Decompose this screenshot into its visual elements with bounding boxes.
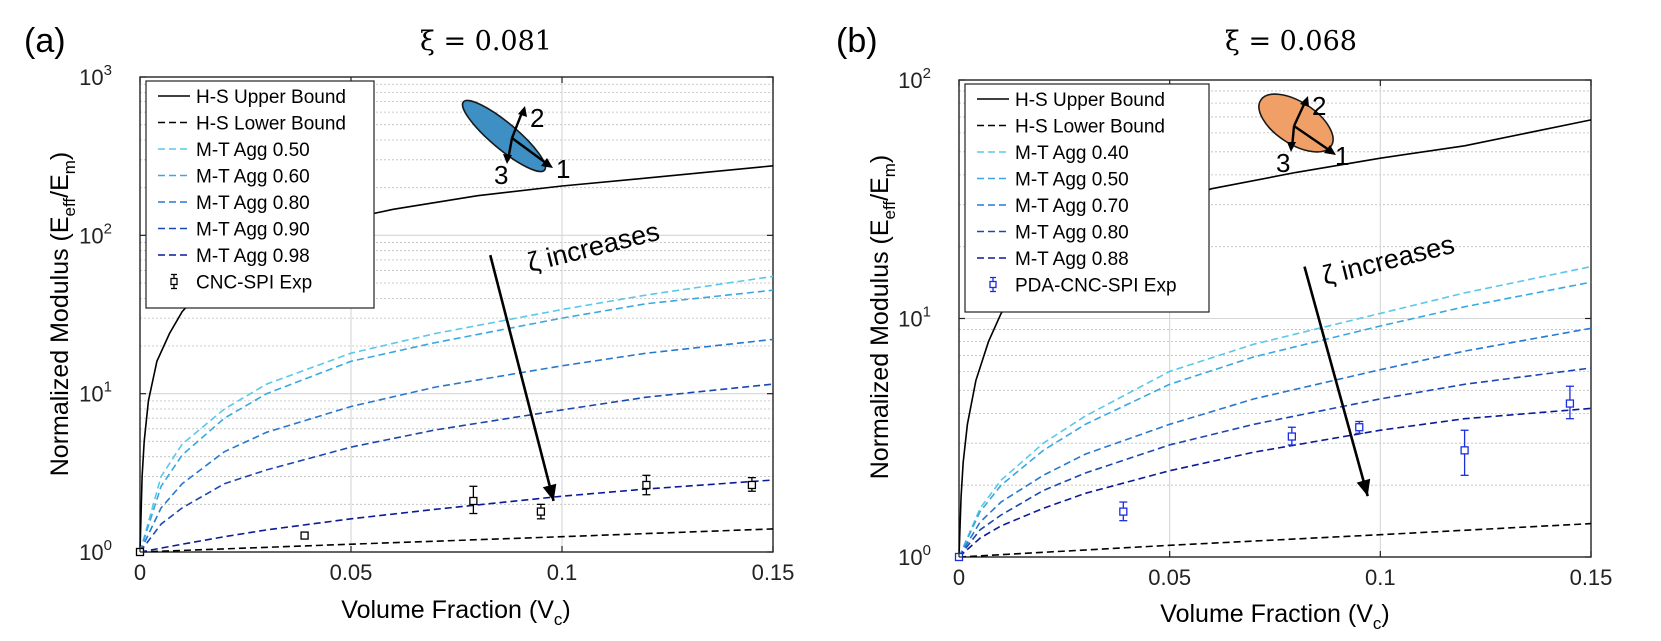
panel-b: (b) ξ = 0.068 0 0.05 0.1 0.15 100 101 102 Norm… — [836, 22, 1612, 633]
panel-b-legend-label: PDA-CNC-SPI Exp — [1015, 276, 1177, 297]
panel-a-annotation: ζ increases — [524, 216, 662, 278]
panel-a-arrow-shaft — [490, 255, 553, 501]
panel-a-inset-arrowhead-2 — [518, 106, 527, 117]
panel-b-data-point — [1120, 508, 1127, 515]
panel-a-xtick-label: 0 — [134, 560, 146, 585]
panel-b-label: (b) — [836, 22, 878, 60]
panel-b-xtick-label: 0 — [953, 565, 965, 590]
panel-a-legend: H-S Upper Bound H-S Lower Bound M-T Agg 0.… — [146, 81, 374, 308]
panel-a-label: (a) — [24, 22, 66, 60]
figure: (a) ξ = 0.081 0 0.05 0.1 0.15100101102103 N… — [0, 0, 1661, 641]
panel-b-ytick-label: 100 — [898, 542, 931, 570]
panel-b-series-h-s-lower-bound — [959, 524, 1591, 557]
panel-b-ytick-label: 102 — [898, 65, 931, 93]
panel-a-legend-label: CNC-SPI Exp — [196, 273, 312, 294]
panel-a-legend-label: M-T Agg 0.80 — [196, 193, 310, 214]
panel-a-xtick-label: 0.15 — [752, 560, 795, 585]
panel-a-inset-label-2: 2 — [530, 103, 544, 133]
panel-a-legend-label: M-T Agg 0.60 — [196, 167, 310, 188]
panel-b-inset: 1 2 3 — [1249, 83, 1349, 178]
panel-a-title: ξ = 0.081 — [420, 26, 552, 57]
panel-a-inset: 1 2 3 — [455, 92, 570, 190]
panel-a-inset-label-3: 3 — [494, 160, 508, 190]
panel-a-xtick-label: 0.05 — [330, 560, 373, 585]
panel-a-data-point — [748, 481, 755, 488]
panel-b-data-point — [1566, 400, 1573, 407]
panel-a-ytick-label: 100 — [79, 537, 112, 565]
panel-a-ylabel: Normalized Modulus (Eeff/Em) — [46, 152, 79, 477]
panel-b-title: ξ = 0.068 — [1225, 26, 1357, 57]
panel-b-ylabel: Normalized Modulus (Eeff/Em) — [866, 155, 899, 480]
panel-a-legend-marker — [171, 279, 177, 285]
panel-b-inset-label-1: 1 — [1335, 141, 1349, 171]
panel-b-legend-label: H-S Lower Bound — [1015, 117, 1165, 138]
panel-a-legend-label: M-T Agg 0.98 — [196, 246, 310, 267]
panel-b-annotation: ζ increases — [1319, 229, 1457, 291]
panel-b-series-m-t-agg-0-80 — [959, 368, 1591, 557]
panel-b-annotation-arrow — [1304, 267, 1370, 496]
panel-b-ytick-label: 101 — [898, 304, 931, 332]
panel-b-inset-label-3: 3 — [1276, 148, 1290, 178]
panel-b-xtick-label: 0.15 — [1570, 565, 1613, 590]
panel-a-data-point — [643, 481, 650, 488]
panel-a-series-h-s-lower-bound — [140, 529, 773, 552]
panel-a-ytick-label: 102 — [79, 220, 112, 248]
panel-a-series-m-t-agg-0-98 — [140, 480, 773, 552]
panel-b-series-m-t-agg-0-50 — [959, 282, 1591, 557]
panel-b-series-m-t-agg-0-88 — [959, 408, 1591, 557]
panel-a-inset-label-1: 1 — [556, 154, 570, 184]
panel-a-series-m-t-agg-0-80 — [140, 339, 773, 552]
panel-a-legend-label: M-T Agg 0.90 — [196, 220, 310, 241]
panel-a-experimental — [136, 475, 756, 555]
panel-a-annotation-arrow — [490, 255, 556, 501]
panel-b-inset-label-2: 2 — [1312, 91, 1326, 121]
panel-a-data-point — [470, 497, 477, 504]
panel-b-legend: H-S Upper Bound H-S Lower Bound M-T Agg 0.… — [965, 84, 1209, 312]
panel-b-legend-label: M-T Agg 0.40 — [1015, 143, 1129, 164]
panel-a-ytick-label: 103 — [79, 62, 112, 90]
panel-a-data-point — [537, 508, 544, 515]
panel-a: (a) ξ = 0.081 0 0.05 0.1 0.15 100 101 102 103 N… — [24, 22, 794, 629]
panel-a-ytick-label: 101 — [79, 379, 112, 407]
panel-b-legend-label: M-T Agg 0.50 — [1015, 170, 1129, 191]
panel-a-xlabel: Volume Fraction (Vc) — [341, 596, 570, 629]
panel-b-xtick-label: 0.1 — [1365, 565, 1396, 590]
panel-b-legend-marker — [990, 282, 996, 288]
panel-b-xtick-label: 0.05 — [1148, 565, 1191, 590]
panel-b-xlabel: Volume Fraction (Vc) — [1160, 600, 1389, 633]
panel-b-data-point — [1461, 447, 1468, 454]
panel-b-legend-label: M-T Agg 0.70 — [1015, 196, 1129, 217]
panel-b-data-point — [1356, 424, 1363, 431]
panel-a-data-point — [301, 532, 308, 539]
panel-b-legend-label: M-T Agg 0.88 — [1015, 249, 1129, 270]
panel-a-xtick-label: 0.1 — [547, 560, 578, 585]
panel-b-arrow-shaft — [1304, 267, 1367, 496]
panel-b-data-point — [1288, 433, 1295, 440]
panel-b-legend-label: M-T Agg 0.80 — [1015, 223, 1129, 244]
panel-a-legend-label: H-S Lower Bound — [196, 114, 346, 135]
panel-b-series-m-t-agg-0-70 — [959, 328, 1591, 557]
panel-b-legend-label: H-S Upper Bound — [1015, 90, 1165, 111]
panel-a-legend-label: H-S Upper Bound — [196, 87, 346, 108]
panel-a-legend-label: M-T Agg 0.50 — [196, 140, 310, 161]
